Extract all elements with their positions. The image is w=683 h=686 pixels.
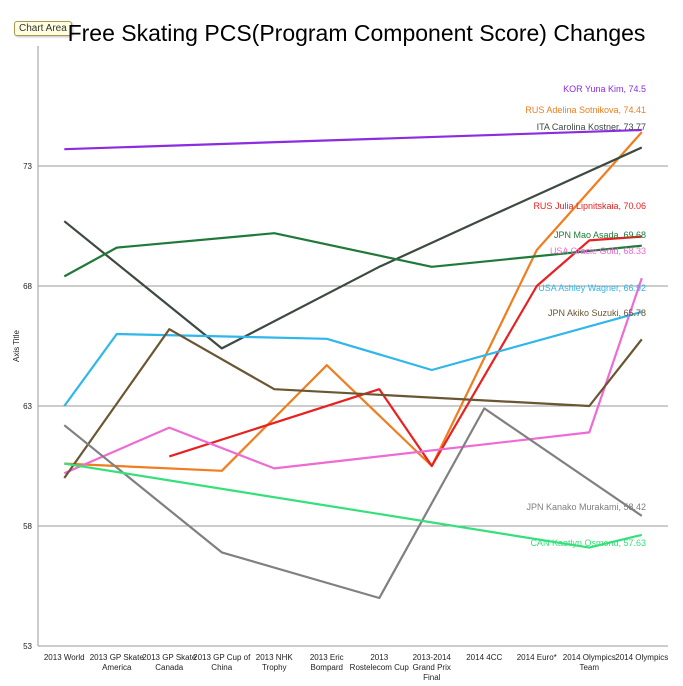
series-end-label: JPN Akiko Suzuki, 65.78 — [548, 308, 646, 318]
x-tick-label: 2013 NHK Trophy — [256, 653, 294, 672]
y-tick-label: 73 — [23, 162, 32, 171]
series-line — [63, 328, 643, 479]
series-line — [63, 407, 643, 600]
y-tick-label: 53 — [23, 642, 32, 651]
chart-area-badge: Chart Area — [14, 21, 72, 36]
x-tick-label: 2014 Olympics — [615, 653, 668, 662]
series-end-label: RUS Julia Lipnitskaia, 70.06 — [533, 201, 646, 211]
series-end-label: CAN Kaetlyn Osmond, 57.63 — [530, 538, 646, 548]
x-tick-label: 2014 Euro* — [517, 653, 557, 662]
x-tick-label: 2014 Olympics Team — [563, 653, 616, 672]
series-lines — [63, 128, 643, 600]
series-end-label: JPN Kanako Murakami, 58.42 — [526, 502, 646, 512]
x-tick-label: 2013 Eric Bompard — [310, 653, 344, 672]
series-end-label: KOR Yuna Kim, 74.5 — [563, 84, 646, 94]
series-line — [64, 131, 643, 472]
x-tick-label: 2013 World — [44, 653, 85, 662]
y-tick-label: 58 — [23, 522, 32, 531]
series-line — [63, 232, 642, 278]
y-tick-label: 63 — [23, 402, 32, 411]
y-tick-label: 68 — [23, 282, 32, 291]
y-ticks: 53 58 63 68 73 — [23, 162, 32, 651]
x-tick-label: 2013 GP Skate America — [90, 653, 145, 672]
x-tick-label: 2013 GP Skate Canada — [142, 653, 197, 672]
chart-title: Free Skating PCS(Program Component Score… — [67, 20, 646, 46]
x-tick-label: 2013 Rostelecom Cup — [350, 653, 410, 672]
series-line — [63, 146, 643, 350]
series-end-label: USA Ashley Wagner, 66.92 — [538, 283, 646, 293]
series-line — [64, 128, 642, 151]
series-end-label: RUS Adelina Sotnikova, 74.41 — [525, 105, 646, 115]
series-end-label: USA Gracie Gold, 68.33 — [550, 246, 646, 256]
y-axis-title: Axis Title — [12, 329, 21, 362]
series-line — [168, 235, 642, 468]
series-line — [63, 277, 643, 475]
series-labels: KOR Yuna Kim, 74.5 RUS Adelina Sotnikova,… — [525, 84, 646, 548]
x-tick-label: 2013 GP Cup of China — [193, 653, 251, 672]
x-tick-label: 2013-2014 Grand Prix Final — [413, 653, 452, 682]
series-end-label: JPN Mao Asada, 69.68 — [554, 230, 646, 240]
series-line — [63, 310, 643, 407]
series-line — [64, 462, 643, 549]
x-tick-label: 2014 4CC — [466, 653, 502, 662]
series-end-label: ITA Carolina Kostner, 73.77 — [537, 122, 646, 132]
